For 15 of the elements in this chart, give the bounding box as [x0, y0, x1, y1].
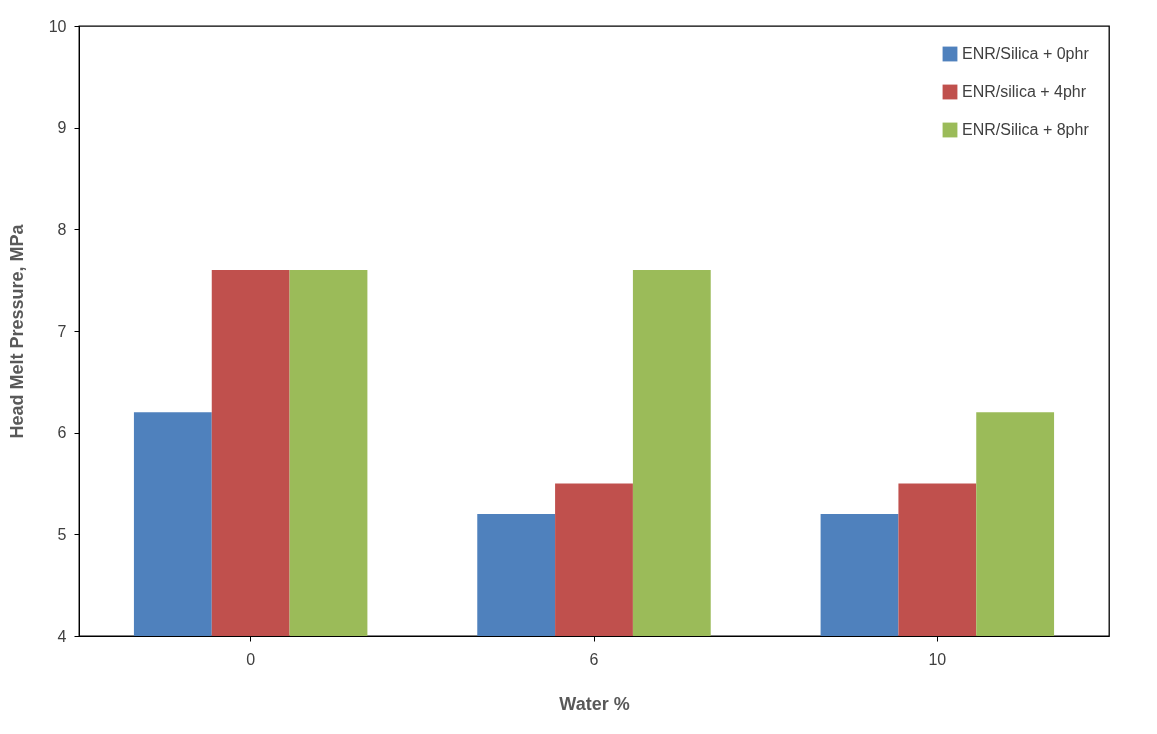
y-tick-label: 5	[57, 525, 67, 543]
legend-label: ENR/silica + 4phr	[962, 83, 1087, 100]
y-tick-label: 8	[57, 220, 67, 238]
y-tick-label: 4	[57, 627, 67, 645]
y-tick-label: 9	[57, 119, 67, 137]
x-axis-title: Water %	[559, 693, 630, 714]
x-tick-label: 0	[246, 650, 256, 668]
x-tick-label: 10	[928, 650, 947, 668]
legend-label: ENR/Silica + 0phr	[962, 45, 1090, 62]
y-tick-label: 10	[48, 17, 67, 35]
x-tick-label: 6	[589, 650, 599, 668]
legend-label: ENR/Silica + 8phr	[962, 121, 1090, 138]
y-tick-label: 7	[57, 322, 67, 340]
y-tick-label: 6	[57, 424, 67, 442]
y-axis-title: Head Melt Pressure, MPa	[6, 223, 27, 439]
